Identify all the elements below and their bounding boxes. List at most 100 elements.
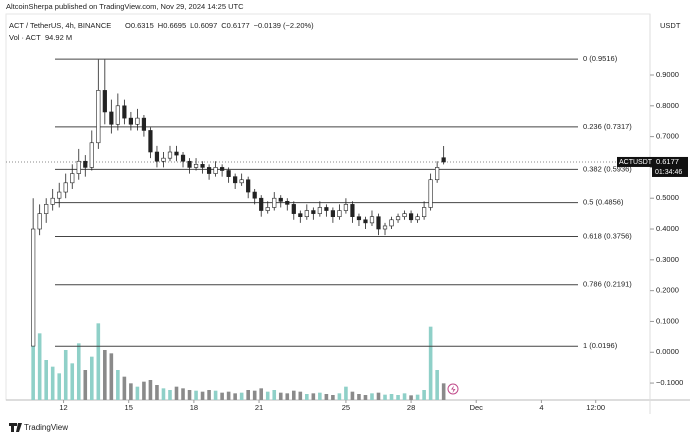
volume-bar [155, 385, 159, 400]
candle-body [115, 105, 120, 125]
candle-body [206, 167, 212, 174]
volume-bar [272, 390, 277, 400]
candle-body [233, 176, 238, 184]
volume-bar [148, 380, 153, 400]
candle-body [122, 105, 127, 119]
candle-body [330, 210, 335, 218]
volume-bar [389, 394, 394, 400]
published: AltcoinSherpa published on TradingView.c… [6, 2, 244, 11]
price-tag-ticker: ACTUSDT [619, 159, 653, 166]
volume-bar [376, 392, 381, 400]
candle-body [278, 197, 283, 202]
volume-bar [278, 392, 283, 400]
candle-body [252, 191, 257, 199]
candle-body [298, 213, 303, 218]
volume-bar [50, 366, 55, 400]
volume-bar [350, 391, 355, 400]
volume-bar [187, 390, 192, 400]
fib-label: 0.5 (0.4856) [583, 198, 624, 207]
candle-body [102, 90, 107, 113]
candle-body [89, 142, 94, 168]
candle-body [408, 213, 414, 221]
volume-bar [324, 394, 329, 400]
candle-body [70, 173, 75, 184]
candle-body [343, 204, 349, 211]
volume-bar [435, 370, 439, 400]
volume-bar [331, 395, 335, 400]
candle-body [259, 197, 264, 211]
volume-bar [428, 326, 433, 400]
ohlc-item: O0.6315 [125, 21, 154, 30]
volume-bar [129, 383, 133, 400]
volume-bar [383, 394, 387, 400]
volume-bar [76, 343, 81, 400]
y-tick-label: 0.4000 [656, 224, 679, 233]
price-tag-box [652, 156, 688, 177]
volume-bar [252, 390, 257, 400]
candle-body [246, 179, 251, 193]
candle-body [272, 197, 277, 208]
candle-body [415, 216, 420, 221]
candle-body [376, 216, 381, 230]
candle-body [422, 207, 427, 218]
volume-bar [226, 391, 231, 400]
volume-bar [122, 376, 127, 400]
volume-bar [57, 373, 62, 400]
y-tick-label: 0.2000 [656, 286, 679, 295]
candle-body [141, 117, 147, 131]
volume-bar [89, 356, 94, 400]
volume-bar [233, 393, 237, 400]
candle-body [285, 200, 290, 205]
volume-bar [344, 386, 348, 400]
volume-bar [311, 393, 316, 400]
price-tag-value: 0.6177 [656, 157, 679, 166]
candle-body [37, 213, 42, 230]
volume-bar [37, 333, 42, 400]
volume-bar [265, 391, 270, 400]
price-tag-countdown: 01:34:46 [655, 169, 682, 176]
candle-body [350, 204, 355, 218]
volume-bar [213, 390, 218, 400]
volume-bar [181, 388, 185, 400]
volume-bar [168, 390, 172, 400]
volume-bar [396, 395, 400, 400]
x-tick-label: 12 [59, 403, 67, 412]
candle-body [187, 160, 192, 168]
volume-value: 94.92 M [45, 33, 72, 42]
volume-bar [402, 393, 407, 400]
candle-body [382, 225, 388, 230]
candle-body [180, 154, 186, 162]
ohlc-item: H0.6695 [158, 21, 186, 30]
y-tick-label: 0.8000 [656, 101, 679, 110]
candle-body [57, 191, 62, 199]
volume-bar [291, 390, 296, 400]
candle-body [220, 167, 225, 171]
volume-bar [96, 323, 101, 400]
volume-bar [70, 363, 75, 400]
candle-body [193, 164, 199, 168]
candle-body [226, 170, 231, 177]
candle-body [239, 179, 244, 184]
candle-body [128, 117, 133, 125]
ohlc-item: C0.6177 [221, 21, 249, 30]
symbol: ACT / TetherUS, 4h, BINANCE [9, 21, 111, 30]
candle-body [317, 207, 322, 214]
y-tick-label: 0.3000 [656, 255, 679, 264]
candle-body [304, 210, 309, 218]
volume-bar [31, 316, 35, 400]
fib-label: 0 (0.9516) [583, 54, 618, 63]
x-tick-label: 18 [190, 403, 198, 412]
volume-bar [83, 370, 88, 400]
x-tick-label: Dec [470, 403, 484, 412]
fib-label: 1 (0.0196) [583, 341, 618, 350]
x-tick-label: 12:00 [586, 403, 605, 412]
candle-body [109, 111, 114, 125]
candle-body [441, 157, 446, 163]
price-tag-bg [617, 156, 652, 167]
volume-bar [246, 390, 250, 400]
volume-bar [194, 390, 198, 400]
x-tick-label: 15 [125, 403, 133, 412]
candle-body [83, 160, 88, 168]
